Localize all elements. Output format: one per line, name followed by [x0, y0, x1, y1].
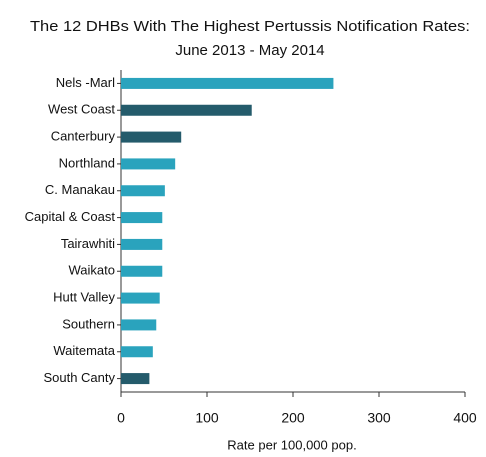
y-tick-label: Northland: [59, 155, 115, 170]
bar: [121, 238, 163, 250]
chart-title: The 12 DHBs With The Highest Pertussis N…: [30, 18, 470, 35]
y-tick-label: Waikato: [69, 263, 115, 278]
y-tick-label: C. Manakau: [45, 182, 115, 197]
bar: [121, 158, 176, 170]
x-tick-label: 300: [367, 410, 391, 426]
y-tick-label: West Coast: [48, 102, 115, 117]
bar: [121, 265, 163, 277]
x-tick-label: 200: [281, 410, 305, 426]
x-tick-label: 0: [117, 410, 125, 426]
y-tick-label: Tairawhiti: [61, 236, 115, 251]
bar: [121, 292, 160, 304]
bar: [121, 319, 157, 331]
bar: [121, 77, 334, 89]
bar: [121, 346, 153, 358]
bar: [121, 212, 163, 224]
x-axis-label: Rate per 100,000 pop.: [227, 437, 356, 452]
y-tick-label: Southern: [62, 316, 115, 331]
y-tick-label: Hutt Valley: [53, 290, 115, 305]
bar: [121, 131, 182, 143]
y-tick-label: Capital & Coast: [25, 209, 116, 224]
y-tick-label: Nels -Marl: [56, 75, 115, 90]
y-tick-label: Canterbury: [51, 129, 116, 144]
bar: [121, 104, 252, 116]
y-tick-label: South Canty: [43, 370, 115, 385]
x-tick-label: 400: [453, 410, 477, 426]
chart-subtitle: June 2013 - May 2014: [175, 42, 324, 59]
bar: [121, 185, 165, 197]
x-tick-label: 100: [195, 410, 219, 426]
bar: [121, 373, 150, 385]
y-tick-label: Waitemata: [53, 343, 115, 358]
